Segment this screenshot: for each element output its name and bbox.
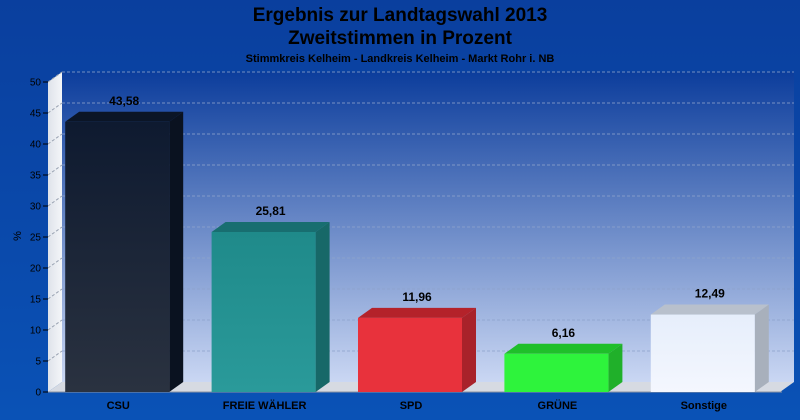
y-tick-label: 20 [30, 264, 42, 275]
bar-front [358, 317, 462, 392]
bar-front [504, 353, 609, 392]
y-tick-label: 50 [30, 78, 42, 89]
chart-subtitle: Stimmkreis Kelheim - Landkreis Kelheim -… [245, 53, 555, 65]
data-label: 43,58 [109, 94, 139, 108]
y-tick-label: 25 [30, 233, 42, 244]
bar-side [608, 343, 623, 392]
gridline-wall [47, 288, 63, 300]
chart-title-block: Ergebnis zur Landtagswahl 2013 Zweitstim… [0, 4, 800, 65]
y-tick-label: 5 [35, 357, 41, 368]
bar-5 [650, 304, 769, 392]
gridline-wall [47, 71, 63, 83]
y-tick-label: 35 [30, 171, 42, 182]
x-tick-label: GRÜNE [538, 399, 578, 412]
gridline-wall [47, 257, 63, 269]
bar-4 [504, 343, 623, 392]
bar-top [211, 221, 330, 232]
data-label: 12,49 [695, 287, 725, 301]
x-tick-label: CSU [107, 400, 130, 412]
bar-side [315, 221, 330, 392]
data-label: 6,16 [552, 326, 576, 340]
bar-side [462, 307, 476, 392]
y-tick-label: 15 [30, 295, 42, 306]
y-tick-label: 0 [35, 388, 41, 399]
bar-3 [358, 307, 476, 392]
gridline-wall [47, 319, 63, 331]
gridline-wall [47, 164, 63, 176]
bar-side [169, 111, 184, 392]
gridline-wall [47, 350, 63, 362]
gridline-wall [47, 226, 63, 238]
x-tick-label: FREIE WÄHLER [223, 399, 307, 412]
x-tick-label: SPD [400, 400, 423, 412]
y-tick-label: 30 [30, 202, 42, 213]
data-label: 11,96 [402, 290, 432, 304]
gridline-wall [47, 133, 63, 145]
data-label: 25,81 [256, 204, 286, 218]
bar-front [65, 121, 170, 392]
bar-top [65, 111, 184, 122]
bar-front [211, 231, 316, 392]
x-tick-label: Sonstige [681, 400, 727, 412]
y-tick-label: 10 [30, 326, 42, 337]
y-tick-label: 45 [30, 109, 42, 120]
chart-title-line-2: Zweitstimmen in Prozent [288, 28, 512, 49]
y-tick-label: 40 [30, 140, 42, 151]
bar-front [650, 314, 755, 392]
bar-side [754, 304, 769, 392]
y-axis-label: % [12, 231, 24, 241]
gridline-wall [47, 195, 63, 207]
chart-title-line-1: Ergebnis zur Landtagswahl 2013 [252, 5, 548, 26]
bar-top [504, 343, 623, 354]
bar-2 [211, 221, 330, 392]
plot-left-wall [48, 72, 62, 392]
bar-1 [65, 111, 184, 392]
bar-top [358, 307, 476, 318]
gridline-wall [47, 102, 63, 114]
bar-top [650, 304, 769, 315]
